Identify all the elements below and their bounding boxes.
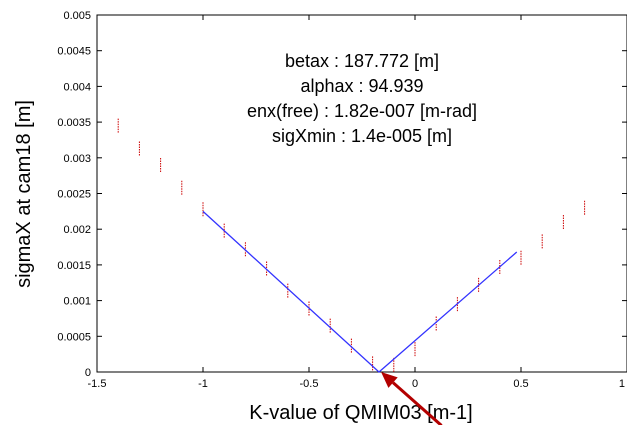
y-tick-label: 0 [85,367,91,379]
fit-lines [202,210,518,373]
data-marks [117,118,586,372]
y-tick-label: 0.002 [63,224,91,236]
x-tick-label: -1.5 [88,378,107,390]
x-tick-label: 0.5 [513,378,528,390]
fit-line [202,210,518,373]
arrow-shaft [392,381,443,425]
y-axis-ticks: 0 0.0005 0.001 0.0015 0.002 0.0025 0.003 0.0035… [57,10,627,379]
x-tick-label: 0 [412,378,418,390]
x-axis-label: K-value of QMIM03 [m-1] [249,402,472,424]
y-axis-label: sigmaX at cam18 [m] [13,100,35,288]
x-tick-label: 1 [619,378,625,390]
y-tick-label: 0.0015 [57,260,91,272]
annotation-enx: enx(free) : 1.82e-007 [m-rad] [247,101,477,121]
pointer-arrow [381,372,443,425]
annotation-sigxmin: sigXmin : 1.4e-005 [m] [272,126,452,146]
x-tick-label: -0.5 [300,378,319,390]
y-tick-label: 0.004 [63,81,91,93]
x-tick-label: -1 [198,378,208,390]
y-tick-label: 0.0025 [57,189,91,201]
y-tick-label: 0.0035 [57,117,91,129]
annotation-alphax: alphax : 94.939 [300,76,423,96]
y-tick-label: 0.0045 [57,46,91,58]
y-tick-label: 0.005 [63,10,91,22]
y-tick-label: 0.003 [63,153,91,165]
annotation-betax: betax : 187.772 [m] [285,51,439,71]
x-axis-ticks: -1.5 -1 -0.5 0 0.5 1 [88,15,627,390]
y-tick-label: 0.001 [63,296,91,308]
arrow-head [381,372,398,388]
y-tick-label: 0.0005 [57,331,91,343]
